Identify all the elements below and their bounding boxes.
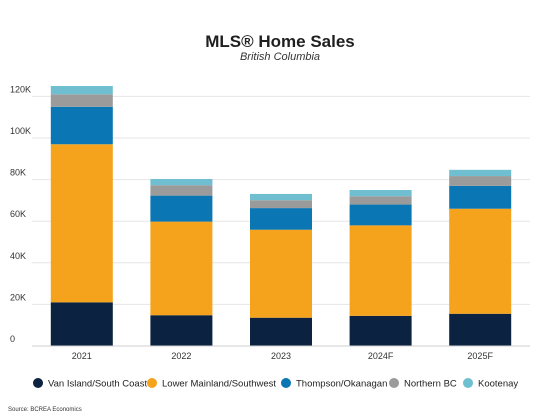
bar-segment-northern-bc <box>250 200 312 209</box>
bar-segment-van-island-south-coast <box>449 313 512 346</box>
y-tick-label: 60K <box>10 209 26 219</box>
legend-swatch <box>389 378 399 388</box>
y-axis: 0 20K 40K 60K 80K 100K 120K <box>10 84 31 344</box>
bar-segment-lower-mainland-southwest <box>449 208 512 314</box>
x-tick-label: 2024F <box>368 351 394 361</box>
bar-segment-thompson-okanagan <box>250 208 312 230</box>
bar-segment-lower-mainland-southwest <box>349 225 412 316</box>
legend-swatch <box>33 378 43 388</box>
bar-segment-van-island-south-coast <box>150 315 213 346</box>
bar-segment-lower-mainland-southwest <box>250 229 312 318</box>
bar-segment-thompson-okanagan <box>349 204 412 226</box>
chart-title: MLS® Home Sales <box>205 32 355 51</box>
bar-segment-thompson-okanagan <box>150 195 213 222</box>
y-tick-label: 120K <box>10 84 31 94</box>
legend-label: Thompson/Okanagan <box>296 379 387 390</box>
bar-segment-lower-mainland-southwest <box>150 221 213 316</box>
legend-swatch <box>281 378 291 388</box>
x-axis: 2021 2022 2023 2024F 2025F <box>72 351 494 361</box>
bar-segment-lower-mainland-southwest <box>50 144 113 303</box>
bar-segment-kootenay <box>150 178 213 186</box>
bar-segment-kootenay <box>250 193 312 201</box>
y-tick-label: 100K <box>10 126 31 136</box>
bar-segment-northern-bc <box>449 176 512 186</box>
x-tick-label: 2021 <box>72 351 92 361</box>
bar-segment-van-island-south-coast <box>349 315 412 346</box>
x-tick-label: 2025F <box>467 351 493 361</box>
x-tick-label: 2023 <box>271 351 291 361</box>
bars <box>50 86 512 346</box>
bar-segment-kootenay <box>50 86 113 95</box>
bar-segment-northern-bc <box>150 185 213 196</box>
bar-segment-kootenay <box>349 190 412 197</box>
bar-segment-van-island-south-coast <box>250 317 312 346</box>
y-tick-label: 40K <box>10 251 26 261</box>
bar-segment-van-island-south-coast <box>50 302 113 346</box>
bar-segment-thompson-okanagan <box>449 185 512 209</box>
bar-segment-kootenay <box>449 169 512 177</box>
legend-label: Kootenay <box>478 379 518 390</box>
bar-segment-northern-bc <box>349 196 412 205</box>
legend-label: Northern BC <box>404 379 457 390</box>
legend-swatch <box>147 378 157 388</box>
chart-subtitle: British Columbia <box>240 51 320 63</box>
y-tick-label: 80K <box>10 168 26 178</box>
y-tick-label: 0 <box>10 334 15 344</box>
y-tick-label: 20K <box>10 292 26 302</box>
legend: Van Island/South Coast Lower Mainland/Sou… <box>33 378 518 390</box>
bar-segment-thompson-okanagan <box>50 106 113 145</box>
x-tick-label: 2022 <box>171 351 191 361</box>
legend-swatch <box>463 378 473 388</box>
bar-segment-northern-bc <box>50 94 113 107</box>
legend-label: Van Island/South Coast <box>48 379 147 390</box>
source-note: Source: BCREA Economics <box>8 407 82 413</box>
legend-label: Lower Mainland/Southwest <box>162 379 276 390</box>
